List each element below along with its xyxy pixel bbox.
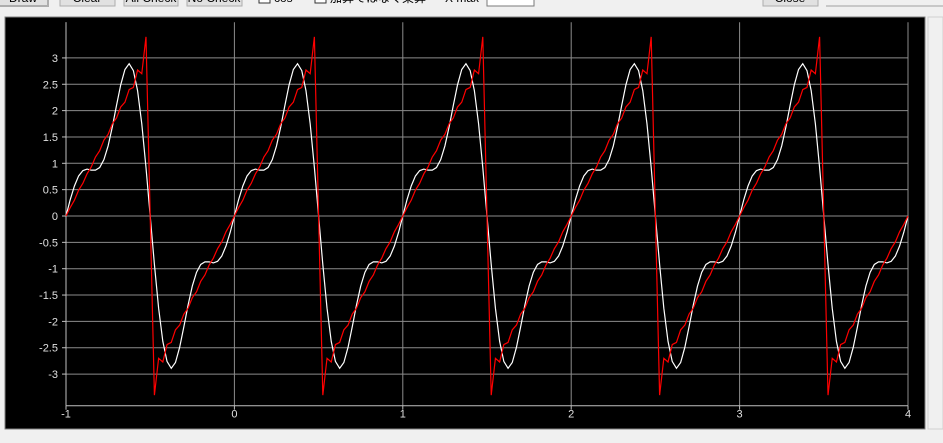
x-tick-label: 3: [737, 409, 743, 421]
multiply-checkbox[interactable]: [314, 0, 327, 4]
clear-button[interactable]: [59, 0, 116, 7]
y-tick-label: -0.5: [39, 237, 58, 249]
x-tick-label: 0: [231, 409, 237, 421]
plot-background: [4, 16, 926, 430]
side-panel: [927, 16, 943, 430]
y-tick-label: -1: [48, 264, 58, 276]
no-check-button[interactable]: [186, 0, 243, 7]
multiply-label: 加算ではなく乗算: [330, 0, 426, 5]
y-tick-label: 0: [52, 211, 58, 223]
draw-label: Draw: [9, 0, 37, 5]
xmax-label: X max: [445, 0, 479, 5]
close-button[interactable]: [762, 0, 819, 7]
x-tick-label: 1: [400, 409, 406, 421]
clear-label: Clear: [73, 0, 102, 5]
plot: -3 -2.5 -2 -1.5 -1 -0.5 0 0.5 1 1.5 2 2.5 3 -1 0 1 2 3 4: [39, 22, 911, 421]
y-tick-label: -3: [48, 369, 58, 381]
y-tick-label: 2.5: [43, 79, 58, 91]
no-check-label: No Check: [188, 0, 242, 5]
x-tick-label: -1: [61, 409, 71, 421]
all-check-label: All Check: [126, 0, 178, 5]
close-label: Close: [775, 0, 806, 5]
y-tick-label: -1.5: [39, 290, 58, 302]
cos-label: cos: [274, 0, 293, 5]
y-tick-label: -2: [48, 316, 58, 328]
y-tick-label: 1: [52, 158, 58, 170]
cos-checkbox[interactable]: [258, 0, 271, 4]
y-tick-label: -2.5: [39, 343, 58, 355]
y-tick-label: 0.5: [43, 185, 58, 197]
series-line: [65, 36, 909, 396]
y-tick-label: 2: [52, 106, 58, 118]
all-check-button[interactable]: [123, 0, 179, 7]
x-tick-label: 2: [568, 409, 574, 421]
x-tick-label: 4: [905, 409, 911, 421]
draw-button[interactable]: [0, 0, 49, 7]
y-tick-label: 1.5: [43, 132, 58, 144]
xmax-input[interactable]: [486, 0, 535, 7]
y-tick-label: 3: [52, 53, 58, 65]
